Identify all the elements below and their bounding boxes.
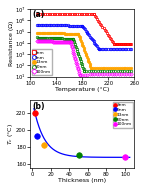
Y-axis label: Resistance (Ω): Resistance (Ω): [9, 20, 14, 66]
Text: (a): (a): [32, 10, 45, 19]
Legend: 3nm, 5nm, 13nm, 50nm, 100nm: 3nm, 5nm, 13nm, 50nm, 100nm: [32, 49, 52, 75]
Legend: 3nm, 5nm, 13nm, 50nm, 100nm: 3nm, 5nm, 13nm, 50nm, 100nm: [113, 102, 133, 128]
X-axis label: Temperature (°C): Temperature (°C): [55, 87, 109, 92]
X-axis label: Thickness (nm): Thickness (nm): [58, 178, 106, 184]
Text: (b): (b): [32, 102, 45, 111]
Y-axis label: $T_c$ (°C): $T_c$ (°C): [6, 123, 14, 145]
